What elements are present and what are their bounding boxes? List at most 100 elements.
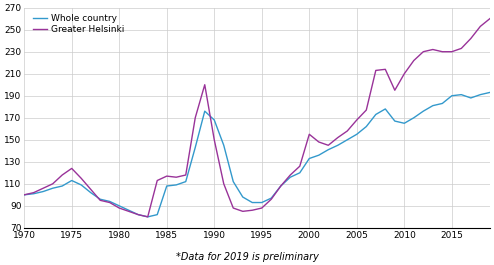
Whole country: [411, 116, 417, 119]
Greater Helsinki: [468, 37, 474, 40]
Greater Helsinki: [135, 213, 141, 216]
Whole country: [40, 190, 46, 193]
Whole country: [354, 133, 360, 136]
Greater Helsinki: [202, 83, 207, 86]
Line: Greater Helsinki: Greater Helsinki: [24, 19, 490, 217]
Greater Helsinki: [316, 140, 322, 144]
Whole country: [420, 109, 426, 113]
Legend: Whole country, Greater Helsinki: Whole country, Greater Helsinki: [34, 14, 125, 34]
Whole country: [477, 93, 483, 96]
Whole country: [97, 198, 103, 201]
Whole country: [363, 125, 369, 128]
Whole country: [278, 184, 284, 188]
Whole country: [221, 144, 227, 147]
Greater Helsinki: [173, 176, 179, 179]
Greater Helsinki: [392, 89, 398, 92]
Whole country: [316, 154, 322, 157]
Whole country: [78, 183, 84, 187]
Whole country: [202, 109, 207, 113]
Greater Helsinki: [382, 68, 388, 71]
Whole country: [211, 118, 217, 122]
Greater Helsinki: [164, 175, 170, 178]
Greater Helsinki: [326, 144, 331, 147]
Greater Helsinki: [373, 69, 379, 72]
Greater Helsinki: [211, 138, 217, 141]
Whole country: [382, 107, 388, 111]
Whole country: [259, 201, 265, 204]
Whole country: [126, 209, 132, 212]
Whole country: [373, 113, 379, 116]
Whole country: [439, 102, 445, 105]
Greater Helsinki: [306, 133, 312, 136]
Line: Whole country: Whole country: [24, 92, 490, 217]
Greater Helsinki: [411, 59, 417, 62]
Whole country: [183, 180, 189, 183]
Whole country: [164, 184, 170, 188]
Greater Helsinki: [363, 108, 369, 112]
Greater Helsinki: [31, 191, 37, 194]
Greater Helsinki: [154, 179, 160, 182]
Whole country: [392, 120, 398, 123]
Greater Helsinki: [69, 167, 75, 170]
Whole country: [50, 187, 56, 190]
Whole country: [249, 201, 255, 204]
Greater Helsinki: [297, 165, 303, 168]
Whole country: [59, 184, 65, 188]
Greater Helsinki: [477, 25, 483, 28]
Whole country: [88, 191, 94, 194]
Greater Helsinki: [78, 177, 84, 180]
Text: *Data for 2019 is preliminary: *Data for 2019 is preliminary: [175, 252, 319, 262]
Greater Helsinki: [249, 209, 255, 212]
Greater Helsinki: [268, 198, 274, 201]
Greater Helsinki: [145, 215, 151, 218]
Greater Helsinki: [487, 17, 493, 20]
Greater Helsinki: [126, 210, 132, 213]
Greater Helsinki: [420, 50, 426, 53]
Greater Helsinki: [335, 136, 341, 139]
Greater Helsinki: [439, 50, 445, 53]
Greater Helsinki: [50, 182, 56, 186]
Greater Helsinki: [430, 48, 436, 51]
Greater Helsinki: [221, 182, 227, 186]
Whole country: [31, 192, 37, 195]
Greater Helsinki: [192, 116, 198, 119]
Greater Helsinki: [354, 118, 360, 122]
Greater Helsinki: [230, 206, 236, 210]
Whole country: [173, 183, 179, 187]
Whole country: [69, 179, 75, 182]
Whole country: [192, 146, 198, 149]
Greater Helsinki: [59, 173, 65, 176]
Greater Helsinki: [240, 210, 246, 213]
Whole country: [107, 200, 113, 203]
Whole country: [297, 171, 303, 174]
Greater Helsinki: [97, 199, 103, 202]
Whole country: [240, 196, 246, 199]
Whole country: [401, 122, 407, 125]
Whole country: [487, 91, 493, 94]
Greater Helsinki: [107, 201, 113, 204]
Whole country: [154, 213, 160, 216]
Whole country: [116, 204, 122, 207]
Greater Helsinki: [88, 188, 94, 191]
Whole country: [268, 197, 274, 200]
Whole country: [468, 96, 474, 100]
Whole country: [326, 148, 331, 151]
Greater Helsinki: [458, 47, 464, 50]
Greater Helsinki: [259, 206, 265, 210]
Whole country: [344, 138, 350, 141]
Whole country: [335, 144, 341, 147]
Whole country: [21, 193, 27, 196]
Greater Helsinki: [344, 129, 350, 132]
Greater Helsinki: [40, 187, 46, 190]
Whole country: [288, 176, 293, 179]
Whole country: [230, 180, 236, 183]
Greater Helsinki: [183, 173, 189, 176]
Whole country: [458, 93, 464, 96]
Greater Helsinki: [401, 72, 407, 75]
Whole country: [145, 215, 151, 218]
Greater Helsinki: [21, 193, 27, 196]
Greater Helsinki: [449, 50, 455, 53]
Whole country: [430, 104, 436, 107]
Whole country: [306, 157, 312, 160]
Greater Helsinki: [116, 206, 122, 210]
